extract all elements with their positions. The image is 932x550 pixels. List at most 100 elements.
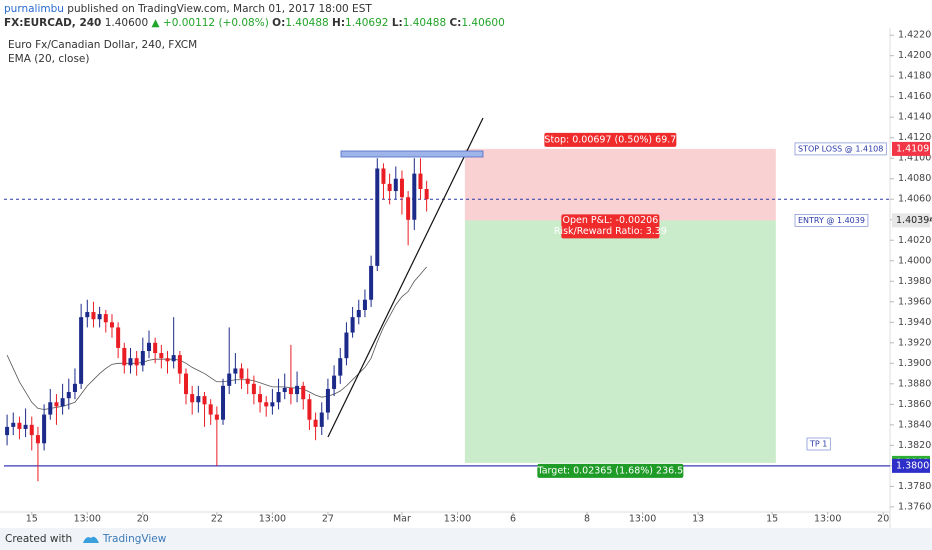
- y-tick-label: 1.37600: [898, 501, 932, 512]
- candle-body: [29, 424, 34, 436]
- candle-body: [332, 375, 337, 389]
- price-badge-label: 1.41091: [896, 143, 932, 154]
- candle-body: [356, 309, 361, 318]
- x-tick-label: 13:00: [629, 514, 656, 525]
- stop-label: Stop: 0.00697 (0.50%) 69.7: [544, 134, 676, 145]
- candle-body: [350, 317, 355, 333]
- header: purnalimbu published on TradingView.com,…: [4, 2, 505, 30]
- candle-body: [190, 394, 195, 403]
- l-label: L:: [391, 17, 403, 29]
- candle-body: [369, 265, 374, 300]
- y-tick-label: 1.39400: [898, 317, 932, 328]
- candle-body: [153, 342, 158, 354]
- y-tick-label: 1.37800: [898, 481, 932, 492]
- candle-body: [17, 422, 22, 429]
- pnl-label: Open P&L: -0.00206: [562, 215, 658, 226]
- author[interactable]: purnalimbu: [4, 3, 64, 15]
- o-label: O:: [272, 17, 286, 29]
- target-zone: [464, 220, 776, 463]
- y-tick-label: 1.39800: [898, 276, 932, 287]
- candle-body: [165, 358, 170, 362]
- candle-body: [11, 422, 16, 427]
- x-tick-label: 13:00: [74, 514, 101, 525]
- candle-body: [109, 322, 114, 328]
- y-tick-label: 1.39600: [898, 296, 932, 307]
- candle-body: [48, 402, 53, 415]
- y-tick-label: 1.38800: [898, 378, 932, 389]
- candle-body: [233, 368, 238, 374]
- candle-body: [399, 178, 404, 198]
- candle-body: [393, 178, 398, 192]
- pnl-label-box: [561, 214, 660, 239]
- candle-body: [66, 392, 71, 399]
- target-label: Target: 0.02365 (1.68%) 236.5: [537, 465, 684, 476]
- annotation-box: [794, 142, 887, 156]
- candle-body: [184, 373, 189, 395]
- annotation-box: [806, 437, 831, 451]
- x-tick-label: Mar: [393, 514, 411, 525]
- chart: Euro Fx/Canadian Dollar, 240, FXCM EMA (…: [0, 28, 932, 528]
- candle-body: [338, 358, 343, 376]
- y-tick-label: 1.41400: [898, 112, 932, 123]
- candle-body: [171, 355, 176, 362]
- quote-line: FX:EURCAD, 240 1.40600 ▲ +0.00112 (+0.08…: [4, 16, 505, 30]
- candle-body: [307, 399, 312, 420]
- candle-body: [424, 188, 429, 200]
- candle-body: [97, 314, 102, 320]
- last: 1.40600: [104, 17, 149, 29]
- indicator-label: EMA (20, close): [8, 53, 90, 65]
- y-tick-label: 1.38200: [898, 440, 932, 451]
- candle-body: [202, 396, 207, 405]
- candle-body: [208, 404, 213, 415]
- candle-body: [116, 327, 121, 348]
- candle-body: [264, 402, 269, 407]
- stop-label-box: [544, 132, 677, 147]
- y-tick-label: 1.42000: [898, 50, 932, 61]
- candle-body: [54, 402, 59, 407]
- brand[interactable]: TradingView: [102, 533, 167, 545]
- created-with: Created with: [5, 533, 73, 545]
- candle-body: [258, 394, 263, 403]
- candle-body: [196, 396, 201, 403]
- y-tick-label: 1.38400: [898, 419, 932, 430]
- x-tick-label: 15: [26, 514, 38, 525]
- y-tick-label: 1.39000: [898, 358, 932, 369]
- c-value: 1.40600: [461, 17, 505, 29]
- candle-body: [146, 342, 151, 352]
- x-tick-label: 13:00: [814, 514, 841, 525]
- candle-body: [85, 312, 90, 318]
- y-tick-label: 1.38600: [898, 399, 932, 410]
- publish-line: purnalimbu published on TradingView.com,…: [4, 2, 505, 16]
- y-tick-label: 1.41600: [898, 91, 932, 102]
- price-badge-label: 1.38000: [896, 460, 932, 471]
- candle-body: [239, 368, 244, 379]
- candle-body: [128, 358, 133, 366]
- candle-body: [60, 398, 65, 407]
- x-tick-label: 20: [137, 514, 149, 525]
- h-label: H:: [332, 17, 346, 29]
- annotation: STOP LOSS @ 1.4108: [798, 144, 883, 153]
- candle-body: [418, 173, 423, 189]
- footer: Created with TradingView: [0, 528, 932, 550]
- ema-line: [6, 266, 427, 410]
- candle-body: [35, 435, 40, 444]
- candle-body: [288, 387, 293, 395]
- published: published on TradingView.com, March 01, …: [67, 3, 372, 15]
- candle-body: [313, 419, 318, 427]
- candle-body: [91, 312, 96, 320]
- price-badge: [892, 141, 930, 156]
- candle-body: [159, 353, 164, 359]
- annotation: TP 1: [809, 440, 827, 449]
- y-tick-label: 1.41800: [898, 71, 932, 82]
- candle-body: [42, 414, 47, 444]
- candle-body: [103, 314, 108, 323]
- symbol: FX:EURCAD, 240: [4, 17, 102, 29]
- candle-body: [276, 392, 281, 403]
- y-tick-label: 1.40000: [898, 255, 932, 266]
- x-tick-label: 13:00: [444, 514, 471, 525]
- candle-body: [134, 358, 139, 366]
- x-tick-label: 13: [692, 514, 704, 525]
- resistance-box: [340, 150, 484, 158]
- l-value: 1.40488: [402, 17, 447, 29]
- candle-body: [375, 168, 380, 266]
